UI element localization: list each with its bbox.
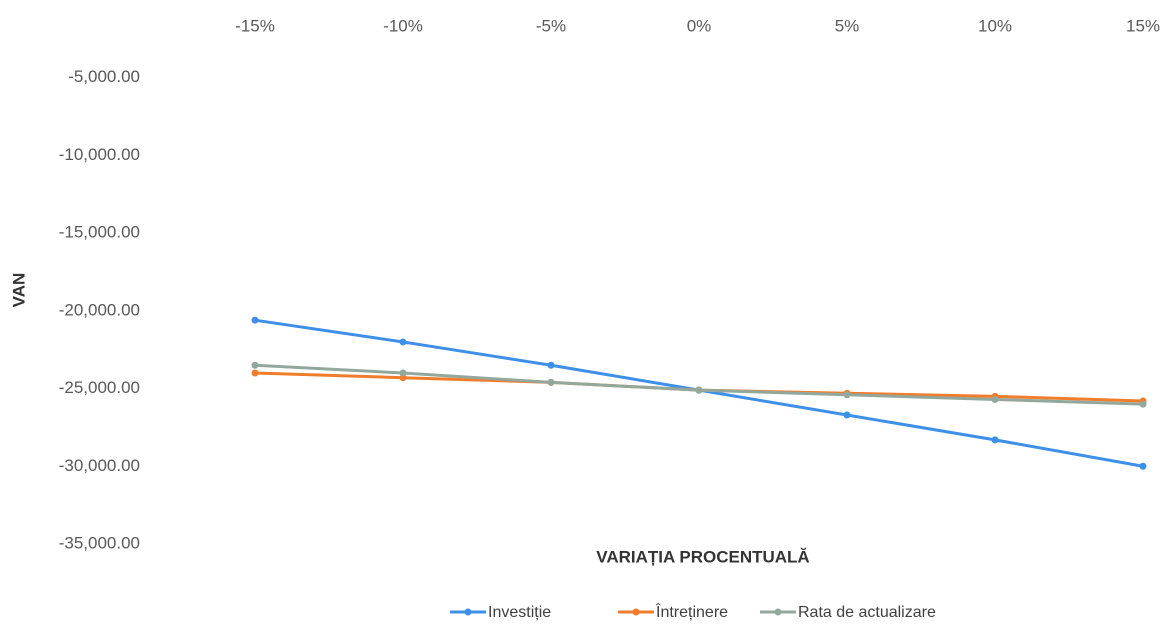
data-point (1139, 462, 1147, 470)
x-tick-label: 10% (978, 16, 1012, 35)
data-point (843, 411, 851, 419)
legend-marker (774, 608, 782, 616)
x-tick-label: 15% (1126, 16, 1160, 35)
data-point (1139, 400, 1147, 408)
legend-label: Rata de actualizare (798, 604, 936, 621)
x-tick-label: 0% (687, 16, 712, 35)
y-tick-label: -25,000.00 (59, 378, 140, 397)
x-tick-label: -15% (235, 16, 275, 35)
data-point (399, 369, 407, 377)
y-tick-label: -10,000.00 (59, 145, 140, 164)
data-point (251, 361, 259, 369)
data-point (547, 361, 555, 369)
legend-marker (464, 608, 472, 616)
y-tick-label: -30,000.00 (59, 456, 140, 475)
legend-label: Investiție (488, 604, 551, 621)
y-axis-title: VAN (9, 273, 28, 308)
y-tick-label: -35,000.00 (59, 533, 140, 552)
data-point (843, 391, 851, 399)
legend-marker (632, 608, 640, 616)
data-point (251, 369, 259, 377)
data-point (399, 338, 407, 346)
x-tick-label: 5% (835, 16, 860, 35)
data-point (991, 436, 999, 444)
data-point (991, 395, 999, 403)
y-tick-label: -5,000.00 (68, 67, 140, 86)
x-tick-label: -10% (383, 16, 423, 35)
data-point (695, 386, 703, 394)
legend-label: Întreținere (655, 602, 728, 621)
x-tick-label: -5% (536, 16, 566, 35)
data-point (251, 316, 259, 324)
y-tick-label: -15,000.00 (59, 223, 140, 242)
data-point (547, 378, 555, 386)
y-tick-label: -20,000.00 (59, 300, 140, 319)
x-axis-title: VARIAȚIA PROCENTUALĂ (596, 547, 809, 566)
